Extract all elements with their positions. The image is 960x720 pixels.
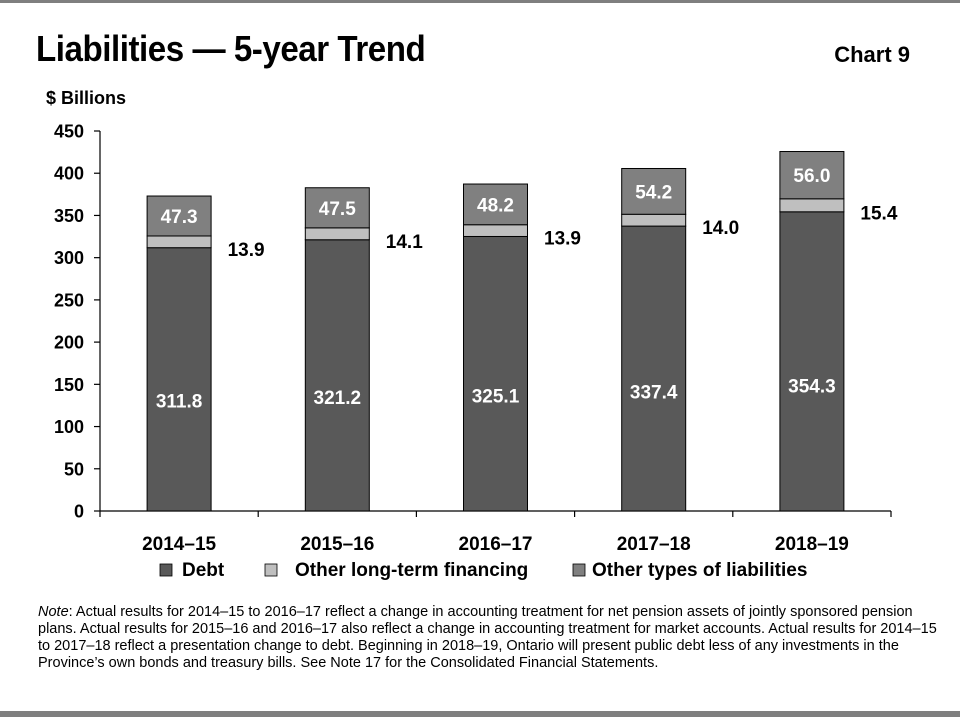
data-label-other-types-of-liabilities: 47.5 [319, 199, 356, 220]
y-tick-label: 50 [64, 459, 84, 479]
y-tick-label: 0 [74, 502, 84, 522]
chart-number: Chart 9 [834, 42, 910, 67]
data-label-other-long-term-financing: 13.9 [228, 240, 265, 261]
data-label-other-types-of-liabilities: 54.2 [635, 182, 672, 203]
bar-other-types-of-liabilities [463, 183, 528, 226]
y-tick-label: 150 [54, 375, 84, 395]
y-axis-label: $ Billions [46, 88, 127, 108]
legend-swatch [159, 563, 173, 577]
x-category-label: 2016–17 [459, 534, 533, 555]
data-label-debt: 311.8 [156, 391, 203, 412]
data-label-other-long-term-financing: 13.9 [544, 229, 581, 250]
bar-other-types-of-liabilities [779, 151, 845, 200]
bar-other-long-term-financing [463, 224, 528, 237]
bar-other-long-term-financing [779, 198, 845, 213]
y-tick-label: 250 [54, 290, 84, 310]
bar-other-long-term-financing [304, 227, 370, 241]
data-label-other-types-of-liabilities: 47.3 [161, 207, 198, 228]
legend-label: Debt [182, 560, 225, 581]
bottom-rule [0, 711, 960, 717]
bar-other-long-term-financing [146, 235, 212, 249]
legend-label: Other long-term financing [295, 560, 528, 581]
x-category-label: 2014–15 [142, 534, 216, 555]
bar-debt [779, 211, 845, 512]
chart-note: Note: Actual results for 2014–15 to 2016… [38, 604, 938, 672]
y-tick-label: 350 [54, 206, 84, 226]
data-label-debt: 325.1 [472, 387, 520, 408]
data-label-other-long-term-financing: 14.1 [386, 232, 423, 253]
top-rule [0, 0, 960, 3]
y-tick-label: 100 [54, 417, 84, 437]
data-label-other-types-of-liabilities: 56.0 [793, 166, 830, 187]
bar-other-long-term-financing [621, 213, 687, 227]
bar-other-types-of-liabilities [621, 167, 687, 215]
x-category-label: 2018–19 [775, 534, 849, 555]
legend-swatch [572, 563, 586, 577]
legend-label: Other types of liabilities [592, 560, 807, 581]
x-category-label: 2015–16 [300, 534, 374, 555]
bar-other-types-of-liabilities [304, 187, 370, 229]
bar-other-types-of-liabilities [146, 195, 212, 237]
note-text: : Actual results for 2014–15 to 2016–17 … [38, 604, 937, 671]
data-label-other-long-term-financing: 14.0 [702, 218, 739, 239]
data-label-debt: 337.4 [630, 382, 678, 403]
y-tick-label: 300 [54, 248, 84, 268]
data-label-other-long-term-financing: 15.4 [860, 203, 897, 224]
bar-debt [621, 225, 687, 512]
y-tick-label: 200 [54, 333, 84, 353]
legend-swatch [264, 563, 278, 577]
y-tick-label: 450 [54, 122, 84, 142]
data-label-other-types-of-liabilities: 48.2 [477, 195, 514, 216]
x-category-label: 2017–18 [617, 534, 691, 555]
y-tick-label: 400 [54, 164, 84, 184]
bar-debt [146, 247, 212, 512]
bar-debt [463, 235, 528, 512]
note-lead: Note [38, 604, 69, 620]
stacked-bar-chart: 0 50 100 150 200 250 300 350 400 450 311.8 13.9 47.3… [54, 122, 898, 582]
bar-debt [304, 239, 370, 512]
data-label-debt: 354.3 [788, 376, 836, 397]
data-label-debt: 321.2 [314, 388, 362, 409]
chart-title: Liabilities — 5-year Trend [36, 28, 426, 69]
